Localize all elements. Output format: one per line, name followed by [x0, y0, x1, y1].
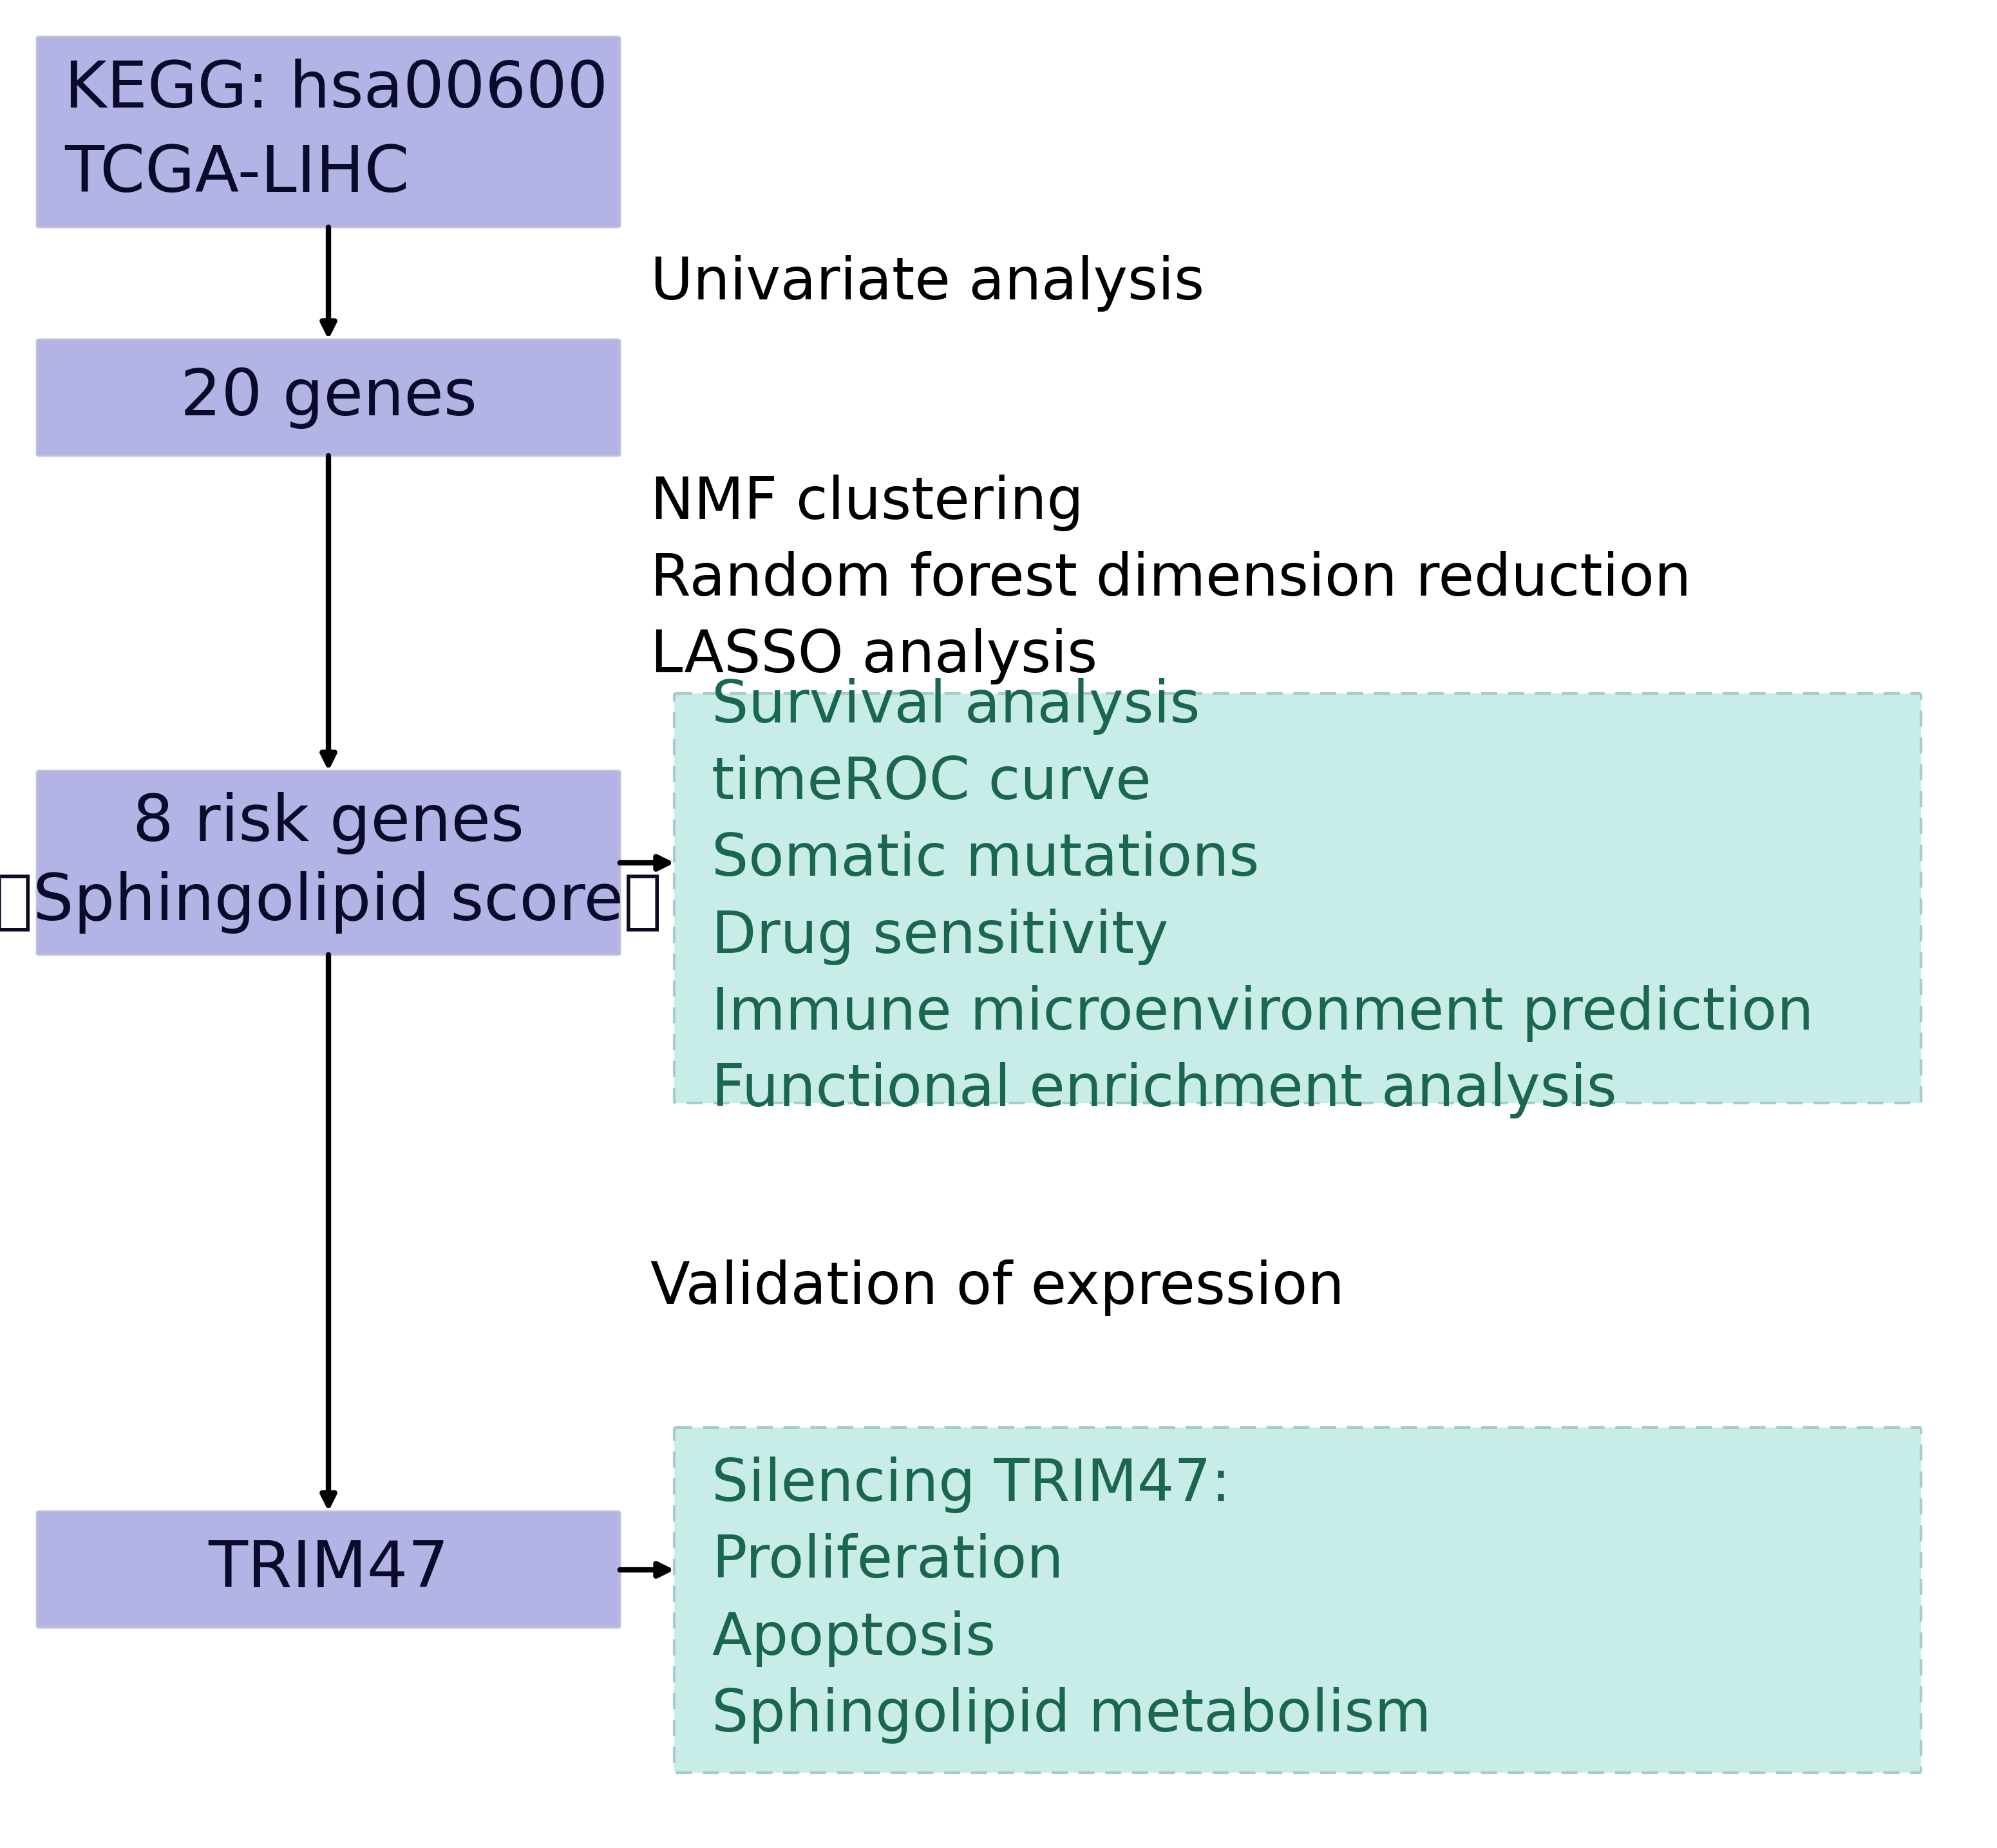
Text: Univariate analysis: Univariate analysis	[651, 255, 1204, 312]
FancyBboxPatch shape	[36, 340, 621, 456]
Text: TRIM47: TRIM47	[208, 1538, 449, 1600]
Text: Survival analysis
timeROC curve
Somatic mutations
Drug sensitivity
Immune microe: Survival analysis timeROC curve Somatic …	[711, 678, 1813, 1118]
FancyBboxPatch shape	[36, 771, 621, 955]
Text: 20 genes: 20 genes	[180, 366, 477, 429]
Text: NMF clustering
Random forest dimension reduction
LASSO analysis: NMF clustering Random forest dimension r…	[651, 475, 1691, 684]
Text: 8 risk genes
（Sphingolipid score）: 8 risk genes （Sphingolipid score）	[0, 791, 663, 933]
FancyBboxPatch shape	[36, 1512, 621, 1628]
FancyBboxPatch shape	[36, 37, 621, 227]
Text: KEGG: hsa00600
TCGA-LIHC: KEGG: hsa00600 TCGA-LIHC	[64, 59, 607, 205]
Text: Silencing TRIM47:
Proliferation
Apoptosis
Sphingolipid metabolism: Silencing TRIM47: Proliferation Apoptosi…	[711, 1456, 1432, 1743]
FancyBboxPatch shape	[675, 693, 1921, 1103]
FancyBboxPatch shape	[675, 1427, 1921, 1772]
Text: Validation of expression: Validation of expression	[651, 1260, 1344, 1316]
